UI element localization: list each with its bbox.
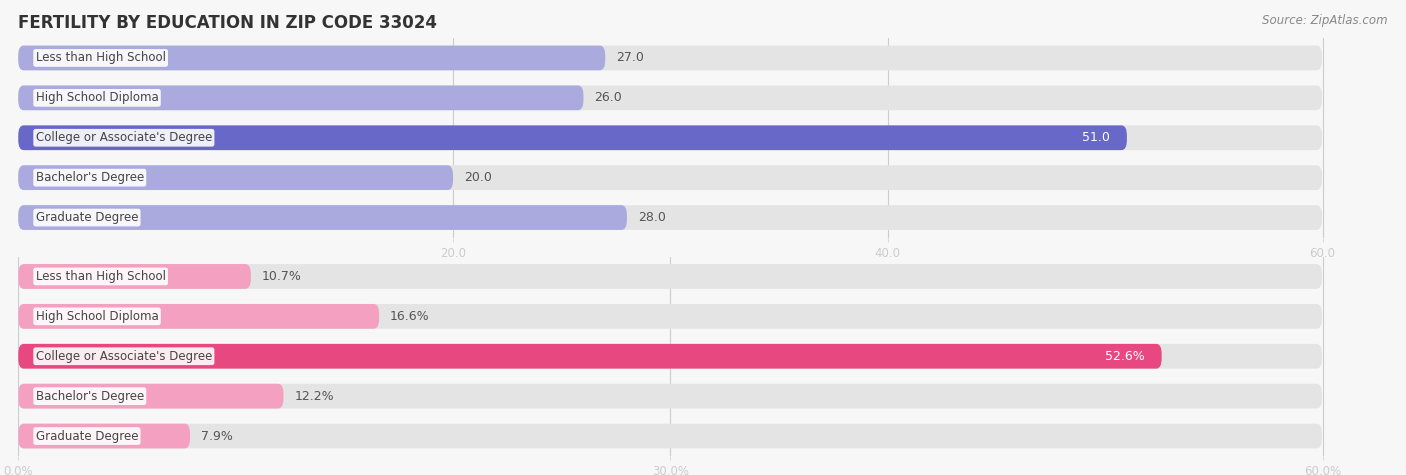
FancyBboxPatch shape (18, 424, 190, 448)
FancyBboxPatch shape (18, 264, 1322, 289)
Text: Less than High School: Less than High School (35, 51, 166, 65)
FancyBboxPatch shape (18, 424, 1322, 448)
Text: Bachelor's Degree: Bachelor's Degree (35, 171, 143, 184)
FancyBboxPatch shape (18, 304, 380, 329)
Text: 28.0: 28.0 (638, 211, 665, 224)
FancyBboxPatch shape (18, 46, 1322, 70)
FancyBboxPatch shape (18, 125, 1322, 150)
FancyBboxPatch shape (18, 384, 284, 408)
Text: Less than High School: Less than High School (35, 270, 166, 283)
Text: 12.2%: 12.2% (294, 390, 335, 403)
FancyBboxPatch shape (18, 46, 605, 70)
Text: Source: ZipAtlas.com: Source: ZipAtlas.com (1263, 14, 1388, 27)
FancyBboxPatch shape (18, 264, 250, 289)
Text: College or Associate's Degree: College or Associate's Degree (35, 131, 212, 144)
Text: 51.0: 51.0 (1081, 131, 1109, 144)
FancyBboxPatch shape (18, 384, 1322, 408)
Text: High School Diploma: High School Diploma (35, 310, 159, 323)
Text: Graduate Degree: Graduate Degree (35, 429, 138, 443)
Text: 10.7%: 10.7% (262, 270, 302, 283)
Text: Graduate Degree: Graduate Degree (35, 211, 138, 224)
FancyBboxPatch shape (18, 344, 1161, 369)
Text: 52.6%: 52.6% (1105, 350, 1144, 363)
FancyBboxPatch shape (18, 165, 1322, 190)
Text: Bachelor's Degree: Bachelor's Degree (35, 390, 143, 403)
FancyBboxPatch shape (18, 304, 1322, 329)
Text: High School Diploma: High School Diploma (35, 91, 159, 104)
Text: College or Associate's Degree: College or Associate's Degree (35, 350, 212, 363)
Text: 27.0: 27.0 (616, 51, 644, 65)
FancyBboxPatch shape (18, 205, 627, 230)
FancyBboxPatch shape (18, 86, 1322, 110)
Text: 26.0: 26.0 (595, 91, 621, 104)
FancyBboxPatch shape (18, 86, 583, 110)
FancyBboxPatch shape (18, 344, 1322, 369)
Text: 7.9%: 7.9% (201, 429, 233, 443)
Text: 16.6%: 16.6% (389, 310, 430, 323)
Text: 20.0: 20.0 (464, 171, 492, 184)
FancyBboxPatch shape (18, 205, 1322, 230)
FancyBboxPatch shape (18, 165, 453, 190)
Text: FERTILITY BY EDUCATION IN ZIP CODE 33024: FERTILITY BY EDUCATION IN ZIP CODE 33024 (18, 14, 437, 32)
FancyBboxPatch shape (18, 125, 1126, 150)
